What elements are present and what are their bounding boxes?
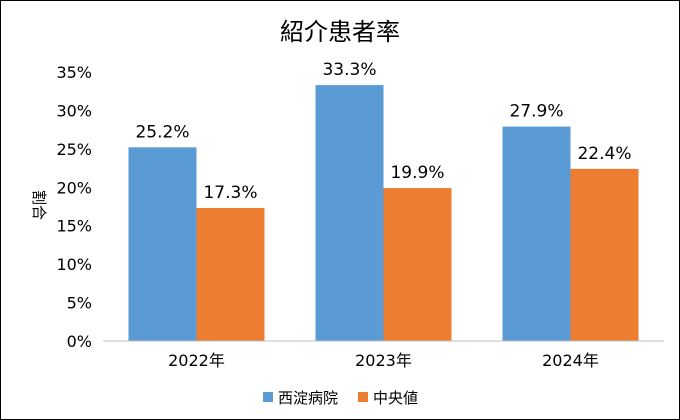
y-tick-label: 5% (67, 294, 92, 313)
y-axis-ticks: 0% 5% 10% 15% 20% 25% 30% 35% (56, 63, 92, 351)
data-label: 27.9% (509, 102, 563, 122)
legend: 西淀病院 中央値 (263, 389, 418, 407)
data-label: 19.9% (390, 163, 444, 183)
y-tick-label: 15% (56, 217, 92, 236)
y-tick-label: 30% (56, 101, 92, 120)
y-tick-label: 10% (56, 255, 92, 274)
chart-title: 紹介患者率 (280, 18, 400, 46)
data-label: 22.4% (577, 144, 631, 164)
data-labels: 25.2% 17.3% 33.3% 19.9% 27.9% 22.4% (135, 60, 631, 203)
x-tick-label: 2022年 (168, 351, 225, 370)
y-tick-label: 0% (67, 332, 92, 351)
legend-swatch (263, 392, 273, 402)
bar-series1 (128, 147, 197, 341)
data-label: 33.3% (322, 60, 376, 80)
data-label: 25.2% (135, 122, 189, 142)
legend-swatch (358, 392, 368, 402)
bar-series2 (383, 188, 452, 341)
data-label: 17.3% (203, 183, 257, 203)
x-axis-ticks: 2022年 2023年 2024年 (168, 351, 599, 370)
bar-series1 (315, 85, 384, 342)
y-tick-label: 25% (56, 140, 92, 159)
legend-label: 中央値 (373, 389, 418, 407)
y-tick-label: 20% (56, 178, 92, 197)
legend-label: 西淀病院 (278, 389, 338, 407)
bars (128, 85, 639, 342)
y-axis-label: 割合 (30, 190, 48, 220)
y-tick-label: 35% (56, 63, 92, 82)
x-tick-label: 2023年 (355, 351, 412, 370)
bar-series1 (502, 126, 571, 341)
bar-series2 (196, 208, 265, 341)
bar-series2 (570, 168, 639, 341)
x-tick-label: 2024年 (542, 351, 599, 370)
